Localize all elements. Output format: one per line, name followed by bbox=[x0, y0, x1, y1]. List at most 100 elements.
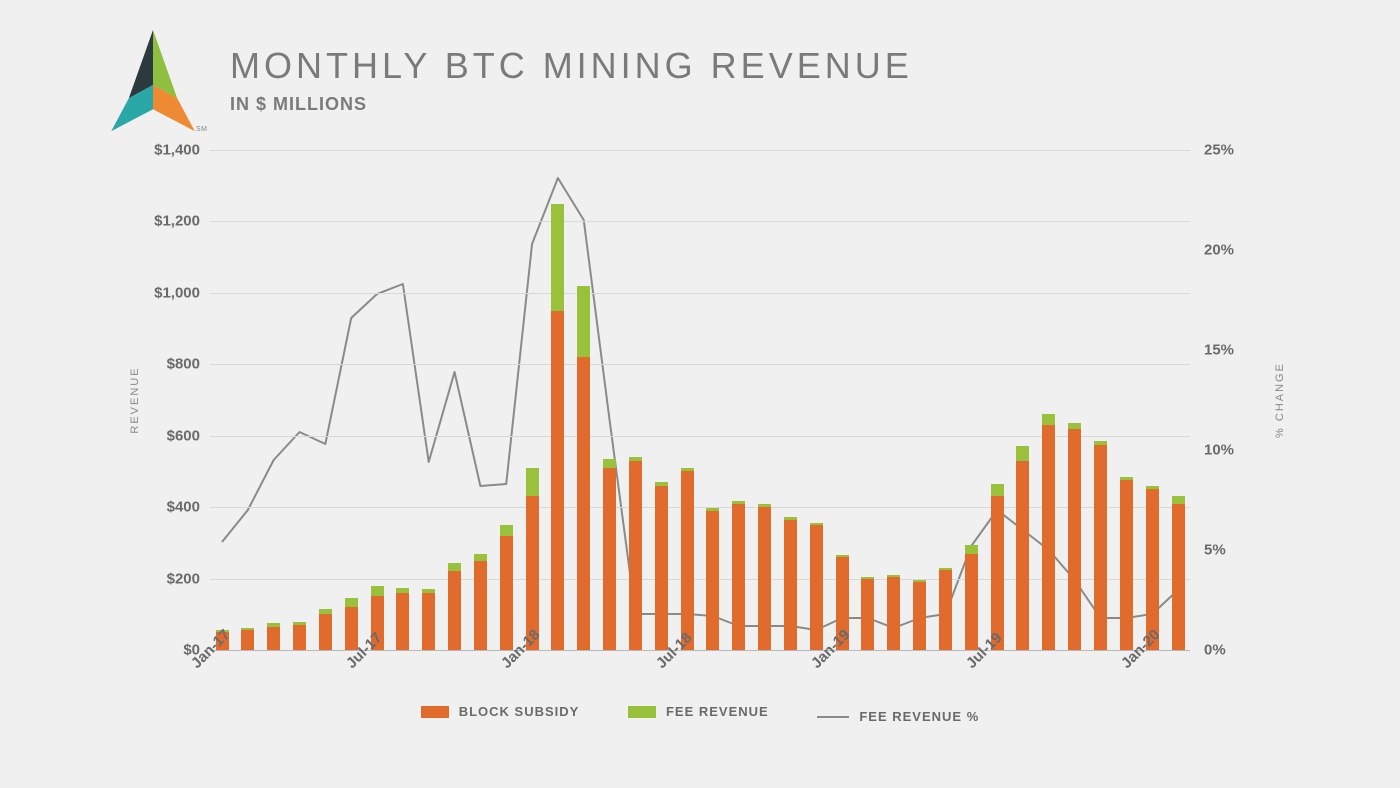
bar-slot bbox=[655, 150, 668, 650]
bar-fee-revenue bbox=[577, 286, 590, 357]
bar-fee-revenue bbox=[1146, 486, 1159, 490]
bar-slot bbox=[474, 150, 487, 650]
legend-item-subsidy: BLOCK SUBSIDY bbox=[421, 704, 580, 719]
bar-slot bbox=[526, 150, 539, 650]
bar-slot bbox=[681, 150, 694, 650]
y-left-tick-label: $1,000 bbox=[154, 284, 200, 301]
bar-fee-revenue bbox=[319, 609, 332, 614]
bar-block-subsidy bbox=[319, 614, 332, 650]
bar-block-subsidy bbox=[267, 627, 280, 650]
bar-slot bbox=[293, 150, 306, 650]
legend: BLOCK SUBSIDY FEE REVENUE FEE REVENUE % bbox=[210, 704, 1190, 724]
bar-slot bbox=[1094, 150, 1107, 650]
legend-label: FEE REVENUE bbox=[666, 704, 769, 719]
chart-title: MONTHLY BTC MINING REVENUE bbox=[230, 48, 913, 84]
y-left-tick-label: $1,200 bbox=[154, 213, 200, 230]
bar-slot bbox=[887, 150, 900, 650]
bar-block-subsidy bbox=[861, 579, 874, 650]
bar-slot bbox=[965, 150, 978, 650]
bar-block-subsidy bbox=[681, 471, 694, 650]
bar-fee-revenue bbox=[836, 555, 849, 557]
bar-block-subsidy bbox=[422, 593, 435, 650]
bar-fee-revenue bbox=[1042, 414, 1055, 425]
bar-fee-revenue bbox=[732, 501, 745, 504]
bar-block-subsidy bbox=[241, 630, 254, 650]
bar-slot bbox=[629, 150, 642, 650]
bar-fee-revenue bbox=[939, 568, 952, 570]
bar-block-subsidy bbox=[1172, 504, 1185, 650]
y-right-tick-label: 10% bbox=[1204, 442, 1234, 459]
bar-block-subsidy bbox=[1042, 425, 1055, 650]
bar-fee-revenue bbox=[241, 628, 254, 630]
bar-slot bbox=[913, 150, 926, 650]
y-left-tick-label: $600 bbox=[167, 427, 200, 444]
bar-fee-revenue bbox=[474, 554, 487, 561]
y-right-tick-label: 25% bbox=[1204, 142, 1234, 159]
bar-slot bbox=[1068, 150, 1081, 650]
y-right-tick-label: 15% bbox=[1204, 342, 1234, 359]
bar-slot bbox=[396, 150, 409, 650]
bar-fee-revenue bbox=[758, 504, 771, 507]
bar-fee-revenue bbox=[267, 623, 280, 627]
bar-fee-revenue bbox=[1094, 441, 1107, 445]
bar-fee-revenue bbox=[500, 525, 513, 536]
bar-block-subsidy bbox=[577, 357, 590, 650]
y-left-tick-label: $400 bbox=[167, 499, 200, 516]
bar-slot bbox=[603, 150, 616, 650]
bar-block-subsidy bbox=[991, 496, 1004, 650]
bar-slot bbox=[1042, 150, 1055, 650]
bar-fee-revenue bbox=[422, 589, 435, 593]
bar-fee-revenue bbox=[448, 563, 461, 572]
logo-icon bbox=[98, 30, 208, 140]
y-right-tick-label: 5% bbox=[1204, 542, 1226, 559]
chart-frame: SM MONTHLY BTC MINING REVENUE IN $ MILLI… bbox=[0, 0, 1400, 788]
y-left-tick-label: $800 bbox=[167, 356, 200, 373]
chart-subtitle: IN $ MILLIONS bbox=[230, 94, 913, 115]
y-right-tick-label: 20% bbox=[1204, 242, 1234, 259]
bar-slot bbox=[500, 150, 513, 650]
chart-area: REVENUE % CHANGE BLOCK SUBSIDY FEE REVEN… bbox=[130, 150, 1270, 710]
bar-slot bbox=[448, 150, 461, 650]
y-left-tick-label: $200 bbox=[167, 570, 200, 587]
legend-swatch-icon bbox=[421, 706, 449, 718]
bar-block-subsidy bbox=[887, 577, 900, 650]
bar-block-subsidy bbox=[913, 582, 926, 650]
y-left-tick-label: $1,400 bbox=[154, 142, 200, 159]
bar-slot bbox=[784, 150, 797, 650]
bar-block-subsidy bbox=[474, 561, 487, 650]
bar-fee-revenue bbox=[861, 577, 874, 579]
bar-slot bbox=[939, 150, 952, 650]
bar-block-subsidy bbox=[758, 507, 771, 650]
bar-fee-revenue bbox=[396, 588, 409, 593]
bar-slot bbox=[551, 150, 564, 650]
bar-fee-revenue bbox=[629, 457, 642, 461]
bar-slot bbox=[267, 150, 280, 650]
bar-block-subsidy bbox=[293, 625, 306, 650]
servicemark-label: SM bbox=[196, 126, 208, 133]
bar-block-subsidy bbox=[551, 311, 564, 650]
bar-block-subsidy bbox=[448, 571, 461, 650]
bar-fee-revenue bbox=[345, 598, 358, 607]
bar-fee-revenue bbox=[784, 517, 797, 520]
bar-block-subsidy bbox=[784, 520, 797, 650]
y-right-axis-title: % CHANGE bbox=[1274, 362, 1286, 438]
bar-fee-revenue bbox=[1120, 477, 1133, 481]
bar-slot bbox=[861, 150, 874, 650]
bar-slot bbox=[345, 150, 358, 650]
bar-block-subsidy bbox=[706, 511, 719, 650]
bar-slot bbox=[371, 150, 384, 650]
fee-pct-line bbox=[222, 178, 1178, 630]
bar-slot bbox=[706, 150, 719, 650]
legend-line-icon bbox=[817, 716, 849, 718]
bar-fee-revenue bbox=[1016, 446, 1029, 460]
legend-item-fee: FEE REVENUE bbox=[628, 704, 769, 719]
y-left-axis-title: REVENUE bbox=[129, 366, 141, 433]
plot-region: REVENUE % CHANGE BLOCK SUBSIDY FEE REVEN… bbox=[210, 150, 1190, 651]
bar-fee-revenue bbox=[551, 204, 564, 311]
bar-fee-revenue bbox=[965, 545, 978, 554]
bar-slot bbox=[216, 150, 229, 650]
legend-label: FEE REVENUE % bbox=[859, 709, 979, 724]
bar-slot bbox=[241, 150, 254, 650]
bar-fee-revenue bbox=[603, 459, 616, 468]
bar-block-subsidy bbox=[1120, 480, 1133, 650]
